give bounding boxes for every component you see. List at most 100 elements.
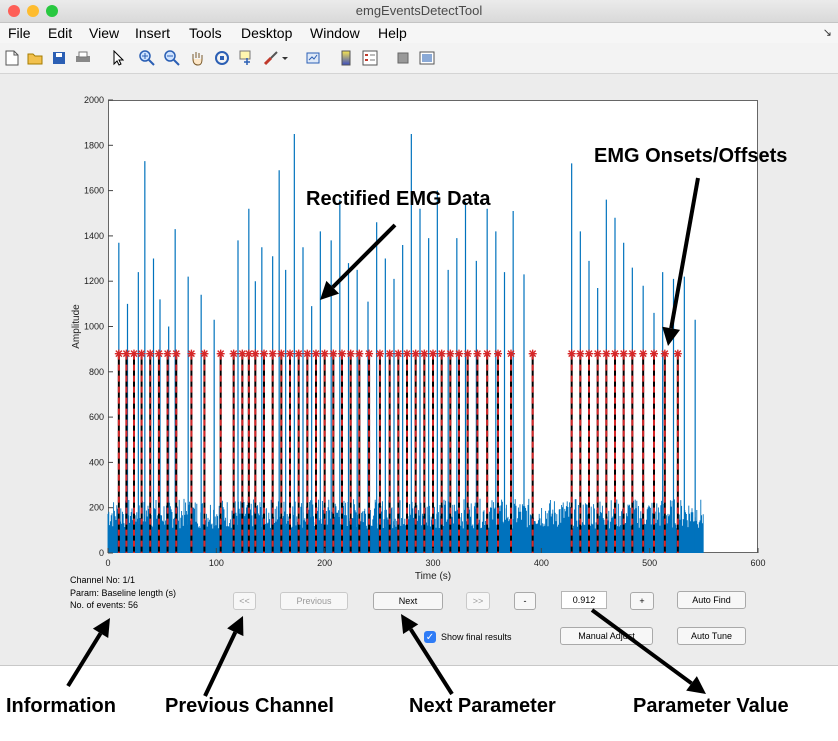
minimize-window-button[interactable] [27, 5, 39, 17]
event-marker-star [639, 349, 648, 358]
event-marker-star [494, 349, 502, 358]
event-marker-star [473, 349, 482, 358]
event-marker-star [602, 349, 611, 358]
menu-view[interactable]: View [89, 25, 120, 41]
event-marker-star [286, 349, 294, 358]
event-marker-star [375, 349, 384, 358]
event-marker-star [303, 349, 312, 358]
event-marker-star [673, 349, 682, 358]
legend-icon[interactable] [361, 49, 379, 67]
next-parameter-button[interactable]: Next [373, 592, 443, 610]
channel-info: Channel No: 1/1 [70, 575, 136, 585]
y-tick-label: 1800 [84, 140, 104, 150]
event-marker-star [593, 349, 602, 358]
x-tick-label: 100 [209, 558, 224, 568]
event-marker-star [429, 349, 437, 358]
annotation-parameter-value: Parameter Value [633, 695, 789, 717]
colorbar-icon[interactable] [337, 49, 355, 67]
event-marker-star [320, 349, 329, 358]
event-marker-star [650, 349, 658, 358]
x-tick-label: 0 [105, 558, 110, 568]
menu-tools[interactable]: Tools [189, 25, 222, 41]
print-icon[interactable] [74, 49, 92, 67]
event-marker-star [619, 349, 628, 358]
x-tick-label: 500 [642, 558, 657, 568]
window-title: emgEventsDetectTool [355, 3, 483, 18]
event-marker-star [229, 349, 238, 358]
event-marker-star [403, 349, 411, 358]
open-file-icon[interactable] [26, 49, 44, 67]
menu-help[interactable]: Help [378, 25, 407, 41]
previous-parameter-button[interactable]: Previous [280, 592, 348, 610]
event-marker-star [346, 349, 355, 358]
zoom-window-button[interactable] [46, 5, 58, 17]
event-marker-star [146, 349, 155, 358]
menu-bar: File Edit View Insert Tools Desktop Wind… [0, 23, 838, 43]
emg-plot[interactable]: 0 200 400 600 800 1000 1200 1400 1600 1800 2000 0 10… [0, 0, 838, 600]
event-marker-star [420, 349, 429, 358]
figure-window: emgEventsDetectTool File Edit View Inser… [0, 0, 838, 666]
x-tick-label: 300 [425, 558, 440, 568]
event-marker-star [411, 349, 420, 358]
save-icon[interactable] [50, 49, 68, 67]
data-cursor-icon[interactable] [238, 49, 256, 67]
show-final-results-label: Show final results [441, 632, 512, 642]
figure-toolbar [0, 43, 838, 74]
auto-find-button[interactable]: Auto Find [677, 591, 746, 609]
increase-value-button[interactable]: + [630, 592, 654, 610]
event-marker-star [585, 349, 593, 358]
y-axis-label: Amplitude [71, 304, 82, 349]
next-channel-button[interactable]: >> [466, 592, 490, 610]
x-tick-label: 400 [534, 558, 549, 568]
x-tick-label: 600 [750, 558, 765, 568]
manual-adjust-button[interactable]: Manual Adjust [560, 627, 653, 645]
event-marker-star [216, 349, 225, 358]
event-marker-star [385, 349, 394, 358]
title-bar: emgEventsDetectTool [0, 0, 838, 23]
event-marker-star [628, 349, 637, 358]
menu-desktop[interactable]: Desktop [241, 25, 293, 41]
rotate-3d-icon[interactable] [213, 49, 231, 67]
pan-hand-icon[interactable] [188, 49, 206, 67]
brush-dropdown-icon[interactable] [280, 49, 290, 67]
event-marker-star [660, 349, 669, 358]
previous-channel-button[interactable]: << [233, 592, 256, 610]
event-marker-star [137, 349, 146, 358]
annotation-information: Information [6, 695, 116, 717]
brush-icon[interactable] [262, 49, 280, 67]
menu-file[interactable]: File [8, 25, 31, 41]
new-figure-icon[interactable] [3, 49, 21, 67]
event-marker-star [238, 349, 247, 358]
pointer-icon[interactable] [109, 49, 127, 67]
event-marker-star [163, 349, 172, 358]
zoom-out-icon[interactable] [163, 49, 181, 67]
link-plot-icon[interactable] [304, 49, 322, 67]
show-final-results-checkbox[interactable]: ✓ [424, 631, 436, 643]
event-marker-star [294, 349, 303, 358]
event-marker-star [268, 349, 277, 358]
y-tick-label: 200 [89, 503, 104, 513]
decrease-value-button[interactable]: - [514, 592, 536, 610]
menu-insert[interactable]: Insert [135, 25, 171, 41]
event-marker-star [329, 349, 338, 358]
event-marker-star [260, 349, 268, 358]
event-marker-star [576, 349, 585, 358]
event-marker-star [455, 349, 463, 358]
auto-tune-button[interactable]: Auto Tune [677, 627, 746, 645]
event-marker-star [446, 349, 455, 358]
x-axis-label: Time (s) [415, 571, 451, 582]
y-tick-label: 1200 [84, 276, 104, 286]
close-window-button[interactable] [8, 5, 20, 17]
event-marker-star [251, 349, 260, 358]
event-marker-star [277, 349, 286, 358]
event-marker-star [437, 349, 446, 358]
hide-plot-tools-icon[interactable] [394, 49, 412, 67]
event-marker-star [130, 349, 138, 358]
show-plot-tools-icon[interactable] [418, 49, 436, 67]
menubar-dock-arrow-icon[interactable]: ↘ [822, 27, 832, 39]
y-tick-label: 0 [99, 548, 104, 558]
zoom-in-icon[interactable] [138, 49, 156, 67]
menu-edit[interactable]: Edit [48, 25, 73, 41]
parameter-value-field[interactable]: 0.912 [561, 591, 607, 609]
menu-window[interactable]: Window [310, 25, 360, 41]
